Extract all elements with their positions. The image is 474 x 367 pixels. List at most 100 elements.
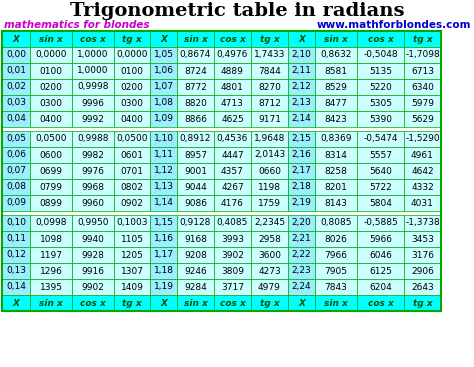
Text: 1,06: 1,06 [154, 66, 173, 76]
Bar [177, 95, 214, 111]
Text: 5557: 5557 [369, 150, 392, 160]
Bar [315, 79, 357, 95]
Text: 0400: 0400 [39, 115, 63, 124]
Text: 9171: 9171 [258, 115, 281, 124]
Text: X: X [160, 298, 167, 308]
Bar [114, 231, 150, 247]
Bar [404, 79, 441, 95]
Text: 2906: 2906 [411, 266, 434, 276]
Bar [150, 147, 177, 163]
Text: www.mathforblondes.com: www.mathforblondes.com [317, 20, 471, 30]
Bar [177, 263, 214, 279]
Bar [177, 279, 214, 295]
Text: 4889: 4889 [221, 66, 244, 76]
Bar [2, 179, 30, 195]
Text: 1,08: 1,08 [154, 98, 173, 108]
Text: 0600: 0600 [39, 150, 63, 160]
Bar [2, 215, 30, 231]
Bar [315, 263, 357, 279]
Text: 8712: 8712 [258, 98, 281, 108]
Bar [30, 247, 72, 263]
Bar [177, 179, 214, 195]
Bar [214, 279, 251, 295]
Text: 2,12: 2,12 [292, 83, 311, 91]
Bar [114, 195, 150, 211]
Text: mathematics for blondes: mathematics for blondes [4, 20, 149, 30]
Text: 8957: 8957 [184, 150, 207, 160]
Text: 0,9998: 0,9998 [77, 83, 109, 91]
Text: 1198: 1198 [258, 182, 281, 192]
Bar [2, 263, 30, 279]
Text: 2,15: 2,15 [292, 134, 311, 143]
Text: 0,11: 0,11 [6, 235, 26, 243]
Bar [150, 111, 177, 127]
Text: 8477: 8477 [325, 98, 347, 108]
Text: 2,14: 2,14 [292, 115, 311, 124]
Bar [30, 131, 72, 147]
Text: 0,4536: 0,4536 [217, 134, 248, 143]
Bar [2, 131, 30, 147]
Text: 0,0500: 0,0500 [35, 134, 67, 143]
Text: 1098: 1098 [39, 235, 63, 243]
Bar [404, 95, 441, 111]
Bar [2, 47, 30, 63]
Bar [214, 215, 251, 231]
Bar [288, 247, 315, 263]
Bar [114, 31, 150, 47]
Bar [288, 31, 315, 47]
Bar [288, 47, 315, 63]
Text: -0,5885: -0,5885 [363, 218, 398, 228]
Text: cos x: cos x [368, 34, 393, 44]
Text: 2,24: 2,24 [292, 283, 311, 291]
Text: 5629: 5629 [411, 115, 434, 124]
Text: 4801: 4801 [221, 83, 244, 91]
Text: 2,11: 2,11 [292, 66, 311, 76]
Bar [214, 231, 251, 247]
Text: 1,14: 1,14 [154, 199, 173, 207]
Bar [315, 195, 357, 211]
Text: 0,07: 0,07 [6, 167, 26, 175]
Bar [72, 179, 114, 195]
Bar [30, 147, 72, 163]
Text: 4031: 4031 [411, 199, 434, 207]
Text: X: X [298, 298, 305, 308]
Text: 2,22: 2,22 [292, 251, 311, 259]
Text: 8143: 8143 [325, 199, 347, 207]
Text: 1,7433: 1,7433 [254, 51, 285, 59]
Bar [315, 295, 357, 311]
Text: 3809: 3809 [221, 266, 244, 276]
Bar [404, 263, 441, 279]
Bar [72, 63, 114, 79]
Text: 5804: 5804 [369, 199, 392, 207]
Text: 0400: 0400 [120, 115, 144, 124]
Text: 8026: 8026 [325, 235, 347, 243]
Text: 1,09: 1,09 [154, 115, 173, 124]
Text: 4267: 4267 [221, 182, 244, 192]
Text: 8581: 8581 [325, 66, 347, 76]
Text: 1296: 1296 [39, 266, 63, 276]
Text: tg x: tg x [122, 34, 142, 44]
Text: 0,1003: 0,1003 [116, 218, 148, 228]
Bar [2, 223, 441, 227]
Text: 2,10: 2,10 [292, 51, 311, 59]
Text: 5390: 5390 [369, 115, 392, 124]
Text: 0,04: 0,04 [6, 115, 26, 124]
Text: 2,13: 2,13 [292, 98, 311, 108]
Text: 2,19: 2,19 [292, 199, 311, 207]
Text: 8866: 8866 [184, 115, 207, 124]
Text: 7843: 7843 [325, 283, 347, 291]
Bar [177, 47, 214, 63]
Bar [114, 163, 150, 179]
Text: 4332: 4332 [411, 182, 434, 192]
Text: 1,15: 1,15 [154, 218, 173, 228]
Bar [251, 247, 288, 263]
Text: 0902: 0902 [120, 199, 144, 207]
Bar [114, 79, 150, 95]
Text: 1,05: 1,05 [154, 51, 173, 59]
Text: Trigonometric table in radians: Trigonometric table in radians [70, 2, 404, 20]
Text: 0100: 0100 [39, 66, 63, 76]
Bar [2, 95, 30, 111]
Text: 9992: 9992 [82, 115, 104, 124]
Text: 9284: 9284 [184, 283, 207, 291]
Text: 5722: 5722 [369, 182, 392, 192]
